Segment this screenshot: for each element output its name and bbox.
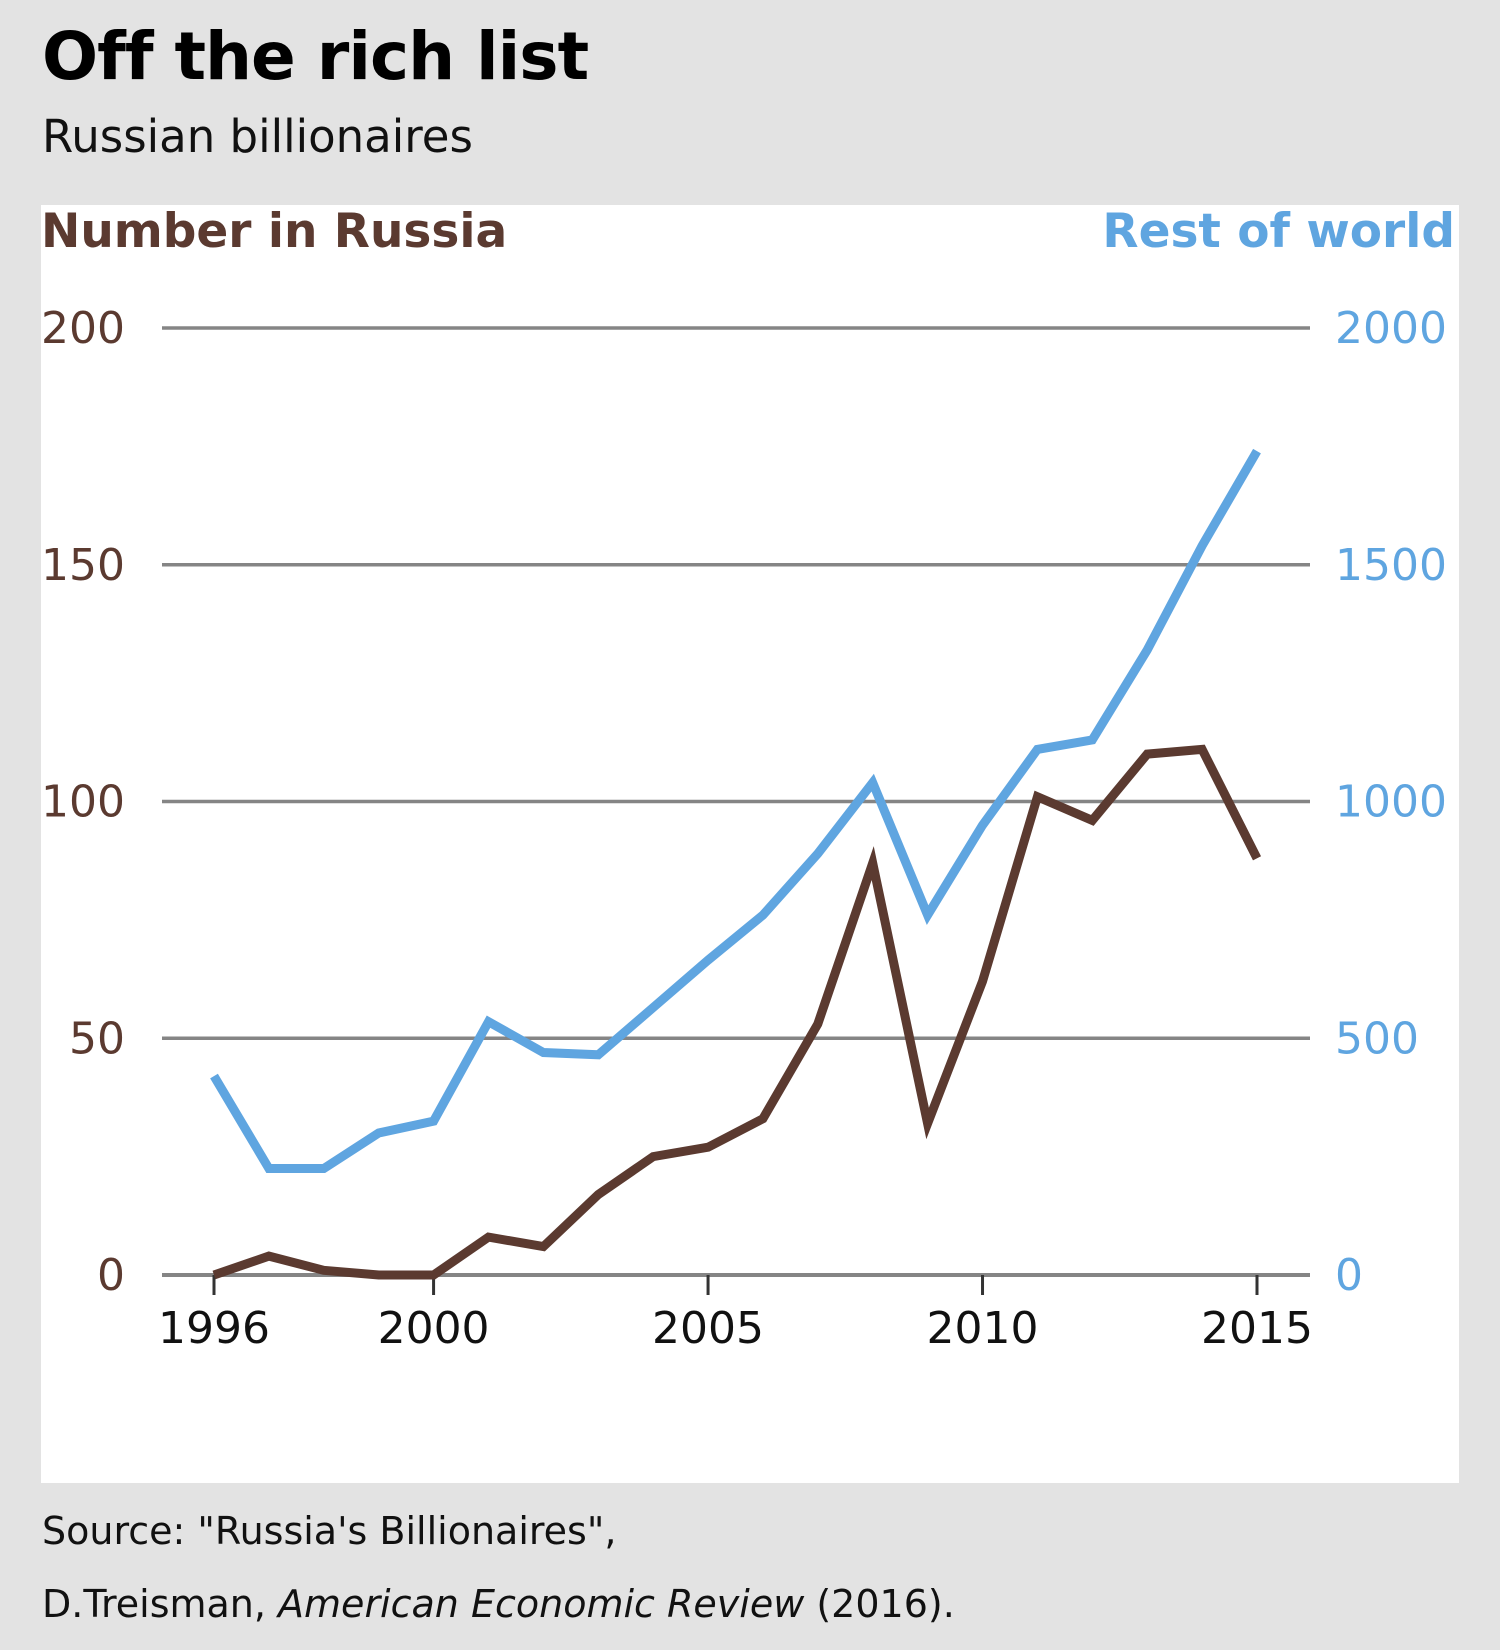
source-journal: American Economic Review [278,1582,805,1626]
x-tick-label: 1996 [158,1303,270,1354]
chart-subtitle: Russian billionaires [42,110,473,163]
x-tick-label: 2010 [927,1303,1039,1354]
x-tick-label: 2005 [652,1303,764,1354]
right-tick-label: 0 [1335,1250,1363,1301]
left-tick-label: 100 [41,777,125,828]
source-line-2: D.Treisman, American Economic Review (20… [42,1568,955,1641]
right-tick-label: 1000 [1335,777,1447,828]
x-tick-label: 2015 [1201,1303,1313,1354]
series-line-rest-of-world [210,448,1261,1173]
gridlines [162,326,1310,1277]
source-line-1: Source: "Russia's Billionaires", [42,1509,617,1553]
left-tick-label: 150 [41,540,125,591]
right-tick-label: 1500 [1335,540,1447,591]
left-axis-label: Number in Russia [41,205,507,259]
right-tick-label: 2000 [1335,303,1447,354]
left-tick-label: 200 [41,303,125,354]
x-tick-label: 2000 [378,1303,490,1354]
chart-title: Off the rich list [42,18,589,95]
right-axis-label: Rest of world [1102,205,1455,259]
series-lines [210,448,1262,1280]
right-tick-label: 500 [1335,1013,1419,1064]
left-tick-label: 0 [97,1250,125,1301]
left-tick-label: 50 [69,1013,125,1064]
series-line-russia [212,744,1262,1280]
source-author: D.Treisman, [42,1582,279,1626]
source-year: (2016). [804,1582,955,1626]
chart-panel: 0 50 100 150 200 0 500 1000 1500 2000 1996 2000 2005… [41,205,1459,1483]
source-note: Source: "Russia's Billionaires", D.Treis… [42,1495,955,1641]
